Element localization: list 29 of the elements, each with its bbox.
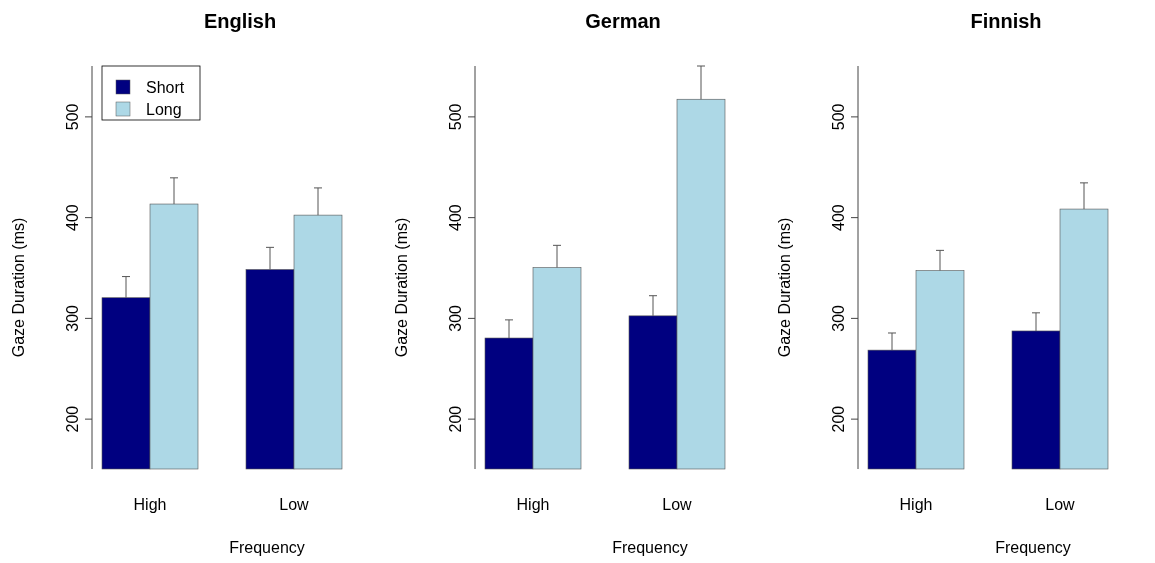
x-axis-title: Frequency bbox=[229, 539, 305, 556]
x-axis-title: Frequency bbox=[995, 539, 1071, 556]
y-tick-label: 400 bbox=[63, 204, 81, 231]
chart-title: English bbox=[203, 10, 277, 32]
x-tick-label: High bbox=[899, 496, 933, 513]
y-tick-label: 500 bbox=[63, 103, 81, 131]
y-tick-label: 200 bbox=[829, 405, 847, 433]
chart-title: Finnish bbox=[970, 10, 1042, 32]
y-tick-label: 300 bbox=[446, 304, 464, 332]
y-axis-title: Gaze Duration (ms) bbox=[10, 217, 27, 358]
y-tick-label: 400 bbox=[829, 204, 847, 231]
x-tick-label: High bbox=[133, 496, 167, 513]
y-tick-label: 200 bbox=[446, 405, 464, 433]
y-tick-label: 500 bbox=[829, 103, 847, 131]
legend-label: Short bbox=[146, 79, 185, 96]
chart-title: German bbox=[585, 10, 661, 32]
y-tick-label: 400 bbox=[446, 204, 464, 231]
y-tick-label: 500 bbox=[446, 103, 464, 131]
x-tick-label: Low bbox=[1045, 496, 1076, 513]
x-tick-label: Low bbox=[279, 496, 310, 513]
y-axis-title: Gaze Duration (ms) bbox=[776, 217, 793, 358]
x-axis-title: Frequency bbox=[612, 539, 688, 556]
x-tick-label: High bbox=[516, 496, 550, 513]
y-tick-label: 300 bbox=[63, 304, 81, 332]
y-tick-label: 200 bbox=[63, 405, 81, 433]
x-tick-label: Low bbox=[662, 496, 693, 513]
y-axis-title: Gaze Duration (ms) bbox=[393, 217, 410, 358]
y-tick-label: 300 bbox=[829, 304, 847, 332]
legend-label: Long bbox=[146, 101, 182, 118]
